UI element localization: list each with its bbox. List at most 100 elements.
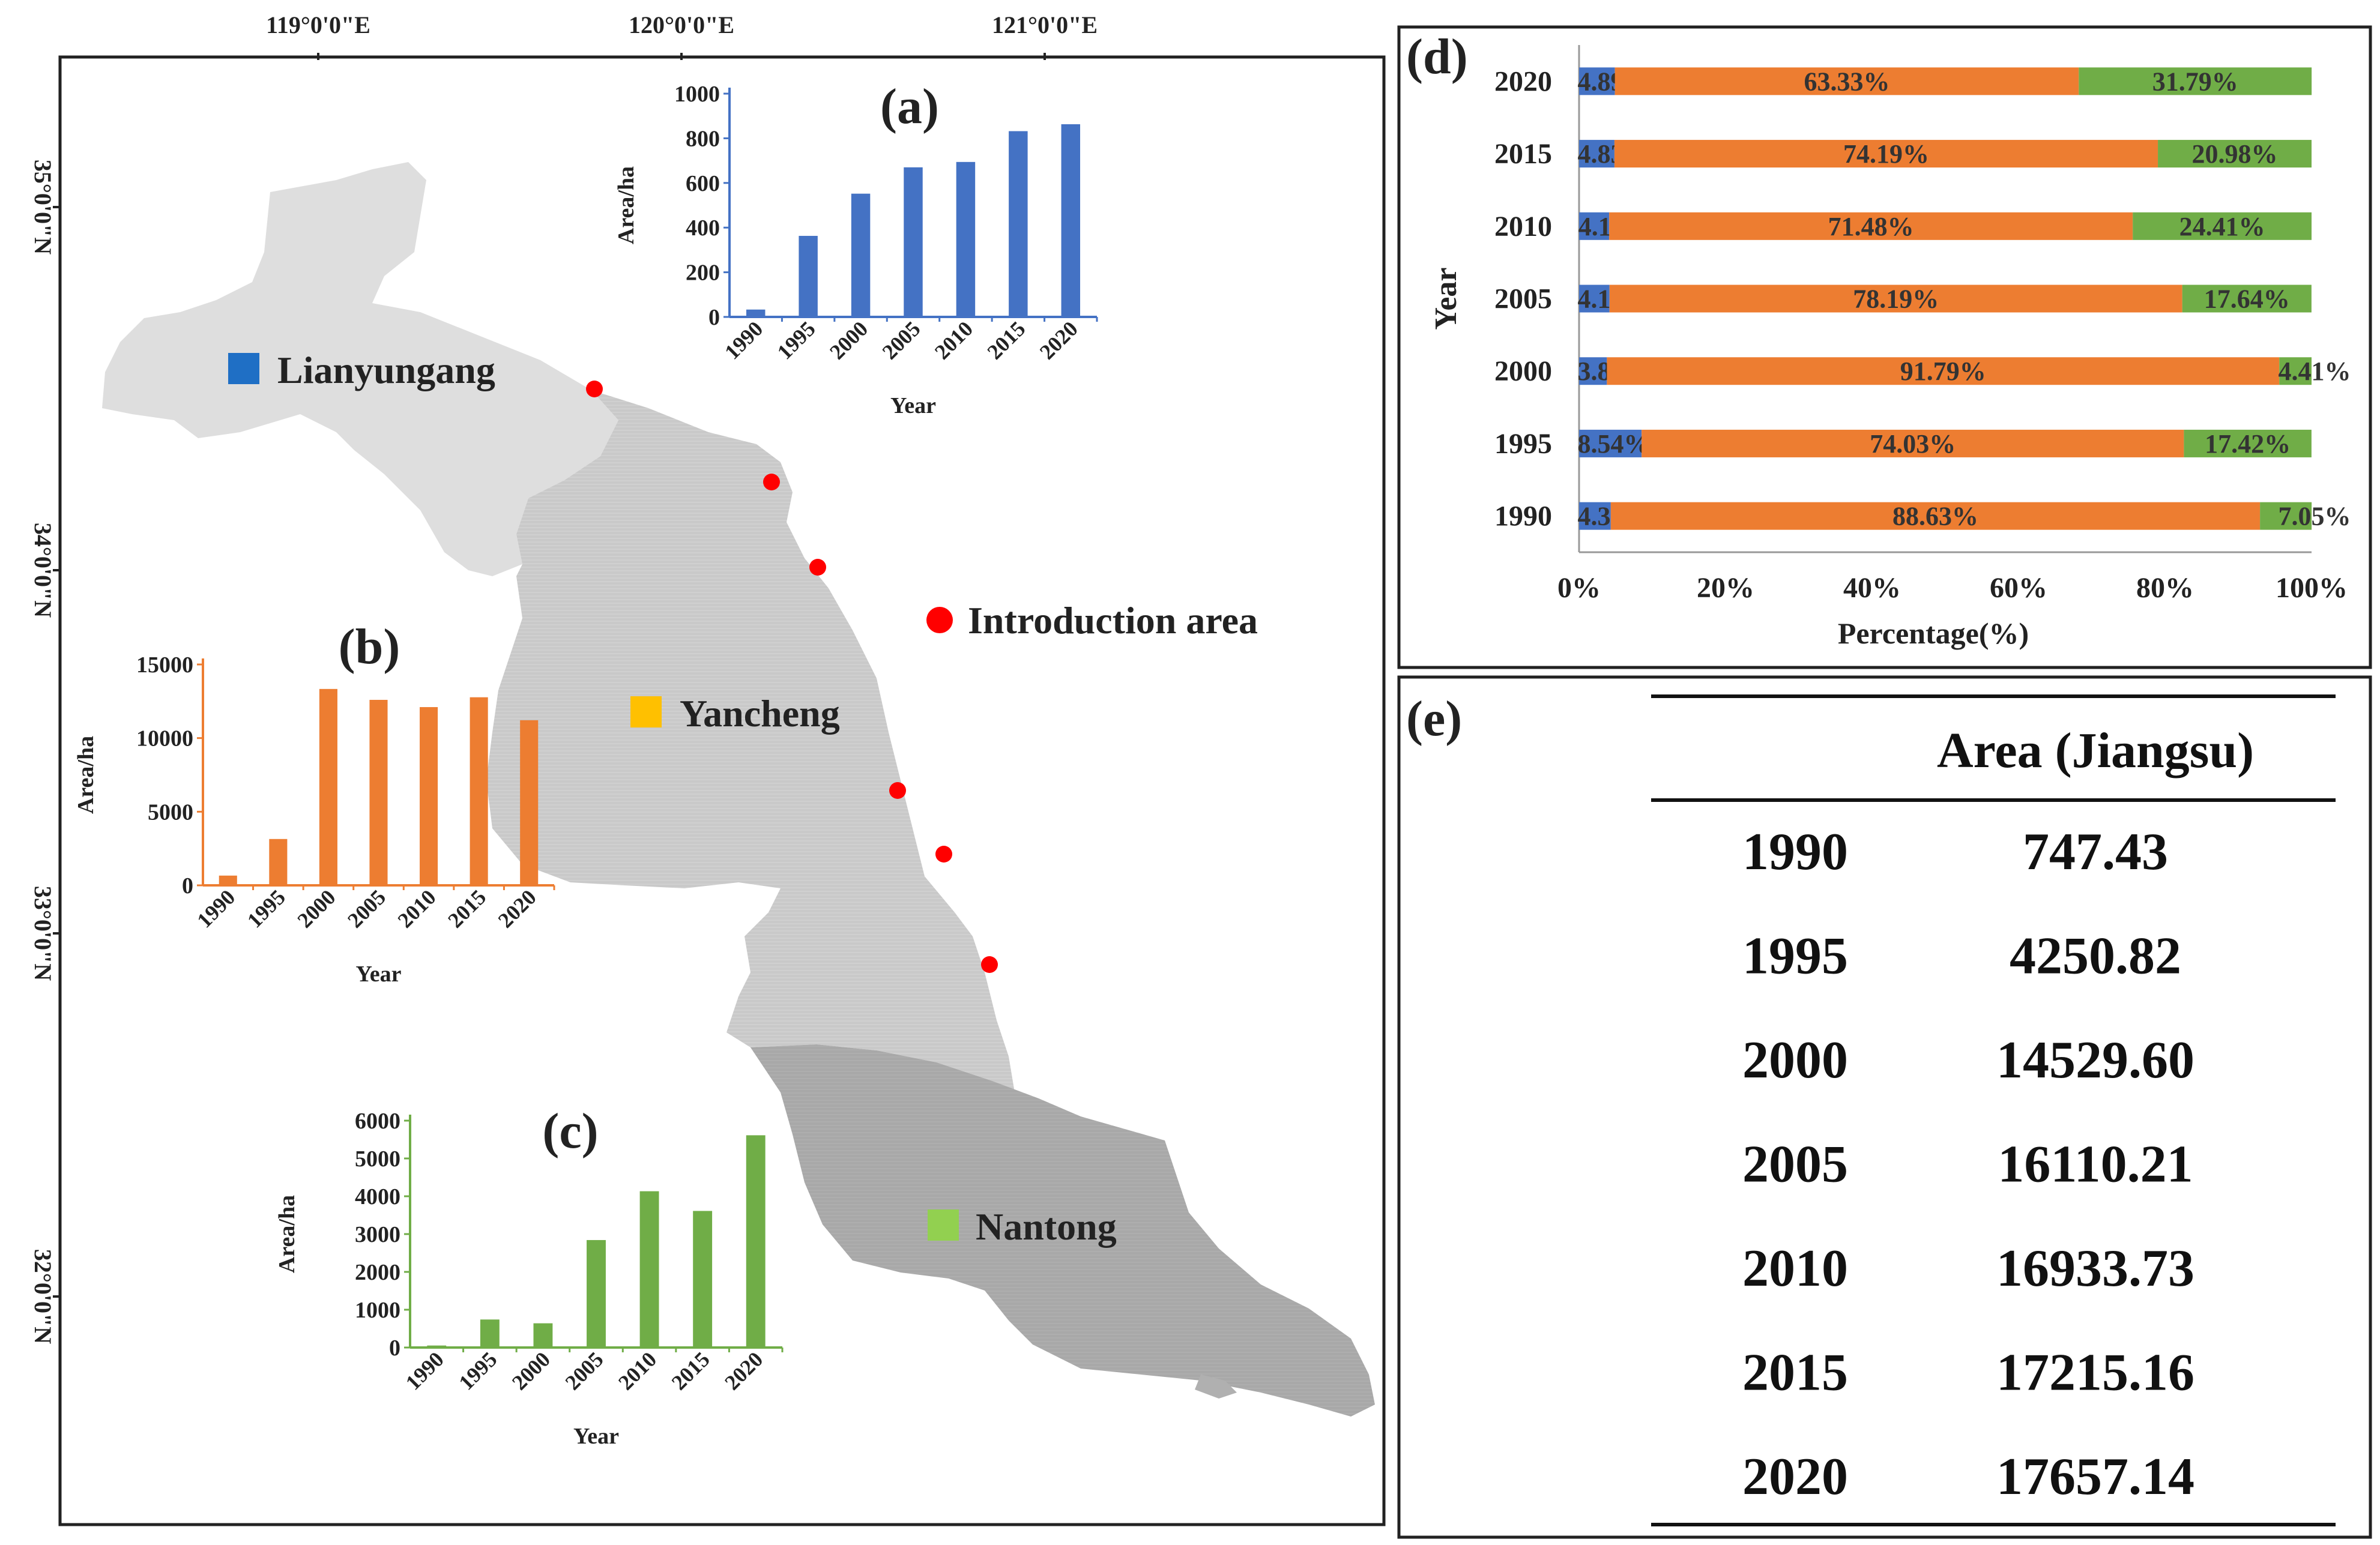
bar bbox=[427, 1345, 447, 1348]
y-axis-title: Area/ha bbox=[614, 166, 639, 244]
yancheng-label: Yancheng bbox=[680, 692, 840, 735]
introduction-point bbox=[586, 381, 603, 397]
nantong-marker bbox=[928, 1209, 959, 1241]
stacked-bar-segment bbox=[1579, 67, 1615, 95]
table-area: 17657.14 bbox=[1996, 1448, 2194, 1506]
bar bbox=[269, 839, 288, 885]
panel-label: (e) bbox=[1406, 691, 1462, 747]
data-label: 31.79% bbox=[2152, 67, 2238, 96]
y-tick-label: 2010 bbox=[1494, 211, 1552, 242]
stacked-bar-segment bbox=[1609, 285, 2182, 313]
introduction-legend-dot bbox=[926, 607, 953, 633]
table-e: (e) Area (Jiangsu) 1990 747.43 1995 4250.82 20… bbox=[1406, 691, 2336, 1526]
map-panel: 119°0'0"E 120°0'0"E 121°0'0"E 35°0'0"N 3… bbox=[29, 11, 1386, 1526]
table-area: 17215.16 bbox=[1996, 1344, 2194, 1402]
y-tick-label: 2015 bbox=[1494, 138, 1552, 170]
y-tick-label: 2000 bbox=[355, 1260, 400, 1285]
table-year: 2010 bbox=[1742, 1239, 1848, 1298]
x-axis-title: Year bbox=[890, 393, 936, 418]
bar bbox=[799, 235, 818, 317]
lon-label: 121°0'0"E bbox=[992, 11, 1098, 38]
y-tick-label: 5000 bbox=[355, 1146, 400, 1172]
table-year: 2020 bbox=[1742, 1448, 1848, 1506]
lat-label: 32°0'0"N bbox=[29, 1249, 56, 1344]
table-year: 2000 bbox=[1742, 1031, 1848, 1089]
x-axis-title: Year bbox=[573, 1424, 619, 1449]
y-tick-label: 1995 bbox=[1494, 428, 1552, 460]
data-label: 7.05% bbox=[2279, 502, 2351, 531]
introduction-area-label: Introduction area bbox=[968, 599, 1258, 642]
stacked-bar-segment bbox=[1579, 502, 1611, 530]
stacked-bar-segment bbox=[1607, 357, 2280, 385]
data-label: 71.48% bbox=[1828, 212, 1914, 241]
panel-label: (b) bbox=[339, 619, 400, 675]
panel-e: (e) Area (Jiangsu) 1990 747.43 1995 4250.82 20… bbox=[1397, 675, 2372, 1539]
introduction-point bbox=[763, 474, 780, 490]
bar bbox=[639, 1191, 659, 1348]
y-tick-label: 3000 bbox=[355, 1222, 400, 1247]
lianyungang-marker bbox=[228, 353, 259, 384]
stacked-bar-segment bbox=[2079, 67, 2312, 95]
panel-label: (c) bbox=[542, 1103, 598, 1159]
data-label: 78.19% bbox=[1853, 285, 1939, 314]
stacked-bar-segment bbox=[2279, 357, 2312, 385]
stacked-bar-segment bbox=[2158, 140, 2312, 168]
bar bbox=[520, 720, 539, 885]
stacked-bar-segment bbox=[1579, 357, 1607, 385]
y-tick-label: 6000 bbox=[355, 1109, 400, 1134]
data-label: 88.63% bbox=[1892, 502, 1978, 531]
x-tick-label: 0% bbox=[1557, 572, 1601, 604]
stacked-bar-segment bbox=[1614, 67, 2079, 95]
y-tick-label: 600 bbox=[686, 171, 720, 196]
table-area: 16110.21 bbox=[1998, 1136, 2193, 1194]
y-tick-label: 5000 bbox=[148, 800, 193, 825]
y-axis-title: Area/ha bbox=[274, 1195, 300, 1273]
y-tick-label: 200 bbox=[686, 261, 720, 286]
bar bbox=[1009, 131, 1028, 317]
nantong-label: Nantong bbox=[976, 1205, 1117, 1248]
introduction-point bbox=[981, 956, 998, 973]
y-tick-label: 2000 bbox=[1494, 355, 1552, 387]
x-axis-title: Year bbox=[356, 962, 402, 987]
bar bbox=[1061, 124, 1081, 318]
stacked-bar-segment bbox=[1579, 429, 1642, 457]
y-axis-title: Year bbox=[1429, 268, 1463, 330]
bar bbox=[956, 161, 976, 317]
y-tick-label: 2005 bbox=[1494, 283, 1552, 315]
stacked-bar-segment bbox=[2133, 212, 2312, 240]
table-header: Area (Jiangsu) bbox=[1937, 723, 2254, 779]
stacked-bar-segment bbox=[1609, 212, 2133, 240]
lianyungang-label: Lianyungang bbox=[277, 349, 495, 391]
panel-label: (d) bbox=[1406, 29, 1468, 85]
yancheng-marker bbox=[630, 696, 662, 727]
table-year: 1990 bbox=[1742, 823, 1848, 881]
stacked-bar-segment bbox=[2184, 429, 2312, 457]
y-tick-label: 1000 bbox=[355, 1298, 400, 1323]
x-tick-label: 60% bbox=[1990, 572, 2047, 604]
table-year: 1995 bbox=[1742, 927, 1848, 986]
table-area: 16933.73 bbox=[1996, 1239, 2194, 1298]
panel-label: (a) bbox=[880, 79, 939, 134]
table-area: 4250.82 bbox=[2010, 927, 2181, 986]
y-tick-label: 0 bbox=[389, 1336, 400, 1361]
bar bbox=[319, 688, 337, 885]
table-area: 747.43 bbox=[2023, 823, 2168, 881]
bar bbox=[533, 1323, 553, 1348]
x-tick-label: 80% bbox=[2136, 572, 2194, 604]
stacked-bar-segment bbox=[1579, 212, 1610, 240]
x-tick-label: 40% bbox=[1843, 572, 1901, 604]
data-label: 17.64% bbox=[2204, 285, 2290, 314]
y-tick-label: 1000 bbox=[674, 82, 720, 107]
y-tick-label: 0 bbox=[708, 305, 720, 330]
y-tick-label: 0 bbox=[182, 873, 193, 899]
stacked-bar-segment bbox=[1610, 502, 2261, 530]
stacked-bar-segment bbox=[1579, 140, 1614, 168]
data-label: 91.79% bbox=[1900, 357, 1986, 386]
x-tick-label: 20% bbox=[1697, 572, 1754, 604]
y-tick-label: 4000 bbox=[355, 1184, 400, 1209]
introduction-point bbox=[889, 782, 906, 799]
y-axis-title: Area/ha bbox=[73, 736, 98, 814]
